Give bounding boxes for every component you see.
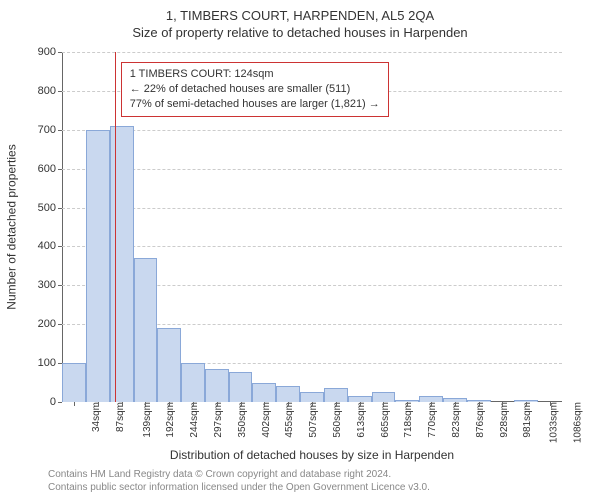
title-address: 1, TIMBERS COURT, HARPENDEN, AL5 2QA xyxy=(0,8,600,23)
x-tick-mark xyxy=(431,402,432,406)
plot-area: 010020030040050060070080090034sqm87sqm13… xyxy=(62,52,562,402)
x-tick-label: 297sqm xyxy=(209,402,224,438)
x-tick-label: 34sqm xyxy=(87,402,102,432)
x-tick-mark xyxy=(502,402,503,406)
histogram-bar xyxy=(157,328,181,402)
histogram-bar xyxy=(205,369,229,402)
x-tick-label: 770sqm xyxy=(423,402,438,438)
x-tick-mark xyxy=(288,402,289,406)
x-tick-label: 823sqm xyxy=(447,402,462,438)
annotation-line2: ← 22% of detached houses are smaller (51… xyxy=(130,82,380,97)
x-tick-label: 402sqm xyxy=(256,402,271,438)
x-tick-mark xyxy=(383,402,384,406)
x-axis-label: Distribution of detached houses by size … xyxy=(62,448,562,462)
x-tick-label: 507sqm xyxy=(304,402,319,438)
annotation-line3: 77% of semi-detached houses are larger (… xyxy=(130,97,380,112)
chart-container: 1, TIMBERS COURT, HARPENDEN, AL5 2QA Siz… xyxy=(0,0,600,500)
y-tick-mark xyxy=(58,402,62,403)
x-tick-mark xyxy=(169,402,170,406)
x-tick-label: 244sqm xyxy=(185,402,200,438)
x-tick-mark xyxy=(145,402,146,406)
x-tick-label: 613sqm xyxy=(352,402,367,438)
x-tick-label: 876sqm xyxy=(471,402,486,438)
x-tick-label: 192sqm xyxy=(161,402,176,438)
x-tick-mark xyxy=(122,402,123,406)
histogram-bar xyxy=(372,392,396,402)
x-tick-mark xyxy=(455,402,456,406)
x-tick-label: 1086sqm xyxy=(569,402,584,443)
histogram-bar xyxy=(110,126,134,402)
histogram-bar xyxy=(86,130,110,402)
x-tick-mark xyxy=(336,402,337,406)
y-tick-mark xyxy=(58,324,62,325)
gridline-h xyxy=(62,246,562,247)
y-tick-mark xyxy=(58,285,62,286)
x-tick-label: 928sqm xyxy=(494,402,509,438)
x-tick-label: 718sqm xyxy=(399,402,414,438)
histogram-bar xyxy=(181,363,205,402)
gridline-h xyxy=(62,52,562,53)
x-tick-label: 665sqm xyxy=(375,402,390,438)
x-tick-mark xyxy=(74,402,75,406)
y-tick-mark xyxy=(58,91,62,92)
x-tick-mark xyxy=(479,402,480,406)
footer-line1: Contains HM Land Registry data © Crown c… xyxy=(48,468,430,481)
gridline-h xyxy=(62,130,562,131)
x-tick-label: 455sqm xyxy=(280,402,295,438)
gridline-h xyxy=(62,169,562,170)
property-marker-line xyxy=(115,52,116,402)
x-tick-mark xyxy=(217,402,218,406)
title-block: 1, TIMBERS COURT, HARPENDEN, AL5 2QA Siz… xyxy=(0,0,600,40)
y-axis-label: Number of detached properties xyxy=(4,52,20,402)
histogram-bar xyxy=(276,386,300,402)
title-subtitle: Size of property relative to detached ho… xyxy=(0,25,600,40)
footer-attribution: Contains HM Land Registry data © Crown c… xyxy=(48,468,430,494)
y-tick-mark xyxy=(58,169,62,170)
x-tick-mark xyxy=(98,402,99,406)
histogram-bar xyxy=(252,383,276,402)
x-tick-mark xyxy=(407,402,408,406)
x-tick-label: 350sqm xyxy=(233,402,248,438)
x-tick-mark xyxy=(526,402,527,406)
x-tick-mark xyxy=(550,402,551,406)
x-tick-label: 87sqm xyxy=(111,402,126,432)
x-tick-mark xyxy=(193,402,194,406)
histogram-bar xyxy=(62,363,86,402)
annotation-line1: 1 TIMBERS COURT: 124sqm xyxy=(130,67,380,82)
annotation-box: 1 TIMBERS COURT: 124sqm← 22% of detached… xyxy=(121,62,389,117)
x-tick-mark xyxy=(241,402,242,406)
x-tick-label: 981sqm xyxy=(518,402,533,438)
x-tick-mark xyxy=(312,402,313,406)
x-tick-mark xyxy=(264,402,265,406)
x-tick-mark xyxy=(360,402,361,406)
x-tick-label: 1033sqm xyxy=(545,402,560,443)
histogram-bar xyxy=(324,388,348,402)
x-tick-label: 139sqm xyxy=(137,402,152,438)
histogram-bar xyxy=(229,372,253,402)
histogram-bar xyxy=(134,258,158,402)
y-tick-mark xyxy=(58,208,62,209)
footer-line2: Contains public sector information licen… xyxy=(48,481,430,494)
y-tick-mark xyxy=(58,52,62,53)
x-tick-label: 560sqm xyxy=(328,402,343,438)
y-tick-mark xyxy=(58,246,62,247)
y-tick-mark xyxy=(58,130,62,131)
gridline-h xyxy=(62,208,562,209)
histogram-bar xyxy=(300,392,324,402)
